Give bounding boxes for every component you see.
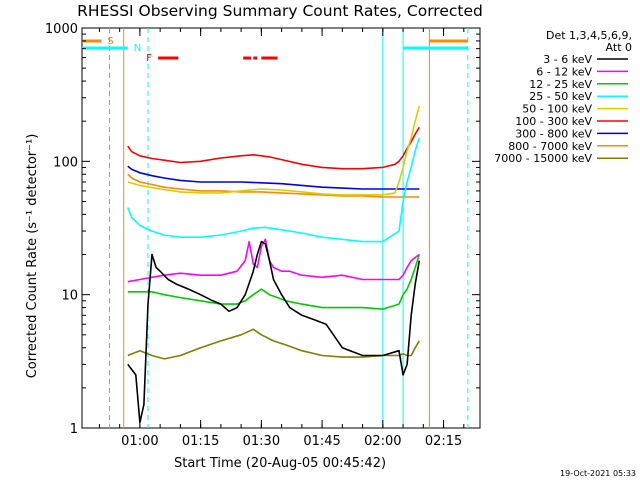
chart-title: RHESSI Observing Summary Count Rates, Co… <box>77 2 483 20</box>
legend-label: 100 - 300 keV <box>515 115 592 128</box>
plot-area: S NF <box>81 27 481 429</box>
legend-header-line1: Det 1,3,4,5,6,9, <box>546 29 632 42</box>
plot-frame <box>81 27 481 429</box>
legend-label: 300 - 800 keV <box>515 127 592 140</box>
timestamp: 19-Oct-2021 05:33 <box>560 469 636 478</box>
x-axis-label: Start Time (20-Aug-05 00:45:42) <box>174 456 386 471</box>
x-tick-label: 01:15 <box>182 434 219 449</box>
y-tick-label: 100 <box>53 155 78 170</box>
series-line-5 <box>127 105 421 196</box>
legend-label: 6 - 12 keV <box>536 65 592 78</box>
x-tick-label: 01:00 <box>121 434 158 449</box>
series-line-2 <box>127 238 420 283</box>
x-tick-label: 01:30 <box>243 434 280 449</box>
night-flag-label: N <box>134 43 141 54</box>
series-line-8 <box>127 173 420 198</box>
x-tick-label: 02:15 <box>425 434 462 449</box>
y-tick-label: 1 <box>70 422 78 437</box>
series-line-6 <box>127 126 420 170</box>
y-tick-label: 1000 <box>45 22 78 37</box>
legend-label: 25 - 50 keV <box>529 90 592 103</box>
series-line-1 <box>127 240 421 424</box>
x-axis: 01:00 01:15 01:30 01:45 02:00 02:15 <box>98 28 465 449</box>
legend-label: 7000 - 15000 keV <box>494 152 592 165</box>
y-axis-label: Corrected Count Rate (s⁻¹ detector⁻¹) <box>25 134 40 379</box>
legend-label: 50 - 100 keV <box>522 103 592 116</box>
legend-label: 3 - 6 keV <box>543 53 592 66</box>
legend-label: 12 - 25 keV <box>529 78 592 91</box>
legend-label: 800 - 7000 keV <box>508 140 592 153</box>
series-line-9 <box>127 328 420 360</box>
x-tick-label: 02:00 <box>364 434 401 449</box>
y-axis: 1 10 100 1000 <box>45 22 480 437</box>
x-tick-label: 01:45 <box>303 434 340 449</box>
y-tick-label: 10 <box>61 289 78 304</box>
legend-header-line2: Att 0 <box>606 41 632 54</box>
flare-flag-label: F <box>146 53 152 64</box>
saa-flag-label: S <box>107 36 113 47</box>
series-line-7 <box>127 165 420 190</box>
series-line-3 <box>127 254 421 310</box>
series-line-4 <box>127 137 421 243</box>
